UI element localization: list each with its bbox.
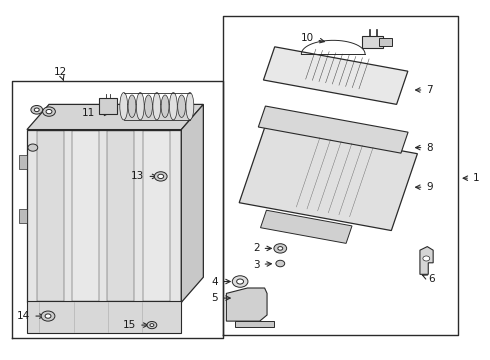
Circle shape [46, 109, 52, 114]
Polygon shape [27, 301, 181, 333]
Polygon shape [27, 130, 181, 302]
Circle shape [276, 260, 285, 267]
Polygon shape [181, 104, 203, 302]
Polygon shape [143, 131, 170, 301]
Polygon shape [226, 288, 267, 321]
Circle shape [158, 174, 164, 179]
Circle shape [150, 324, 154, 327]
Polygon shape [264, 47, 408, 104]
Text: 11: 11 [82, 108, 109, 118]
Text: 9: 9 [416, 182, 433, 192]
Ellipse shape [128, 95, 136, 117]
Ellipse shape [145, 95, 152, 117]
FancyBboxPatch shape [362, 36, 383, 48]
Circle shape [232, 276, 248, 287]
Text: 2: 2 [253, 243, 271, 253]
Text: 4: 4 [211, 276, 230, 287]
Polygon shape [235, 321, 274, 327]
Circle shape [274, 244, 287, 253]
Circle shape [45, 314, 51, 318]
Circle shape [423, 256, 430, 261]
Circle shape [34, 108, 39, 112]
Text: 14: 14 [17, 311, 44, 321]
Text: 8: 8 [416, 143, 433, 153]
Circle shape [28, 144, 38, 151]
Ellipse shape [153, 93, 161, 120]
Text: 3: 3 [253, 260, 271, 270]
Text: 5: 5 [211, 293, 230, 303]
Polygon shape [239, 126, 417, 230]
Circle shape [147, 321, 157, 329]
Polygon shape [37, 131, 64, 301]
Ellipse shape [170, 93, 177, 120]
Ellipse shape [186, 93, 194, 120]
Ellipse shape [120, 93, 127, 120]
Text: 15: 15 [123, 320, 148, 330]
Polygon shape [420, 247, 433, 274]
Ellipse shape [136, 93, 144, 120]
Ellipse shape [161, 95, 169, 117]
Text: 1: 1 [463, 173, 480, 183]
Polygon shape [27, 104, 203, 130]
Polygon shape [258, 106, 408, 153]
Polygon shape [72, 131, 99, 301]
Polygon shape [107, 131, 134, 301]
Text: 6: 6 [422, 274, 435, 284]
FancyBboxPatch shape [99, 98, 117, 114]
FancyBboxPatch shape [379, 38, 392, 46]
Polygon shape [19, 155, 27, 169]
Text: 12: 12 [54, 67, 67, 80]
Circle shape [237, 279, 244, 284]
Polygon shape [261, 210, 352, 243]
Polygon shape [19, 209, 27, 223]
Circle shape [154, 172, 167, 181]
Circle shape [278, 247, 283, 250]
Ellipse shape [178, 95, 186, 117]
Circle shape [41, 311, 55, 321]
Text: 10: 10 [300, 33, 324, 43]
Circle shape [43, 107, 55, 116]
Text: 13: 13 [131, 171, 157, 181]
Circle shape [31, 105, 43, 114]
Text: 7: 7 [416, 85, 433, 95]
